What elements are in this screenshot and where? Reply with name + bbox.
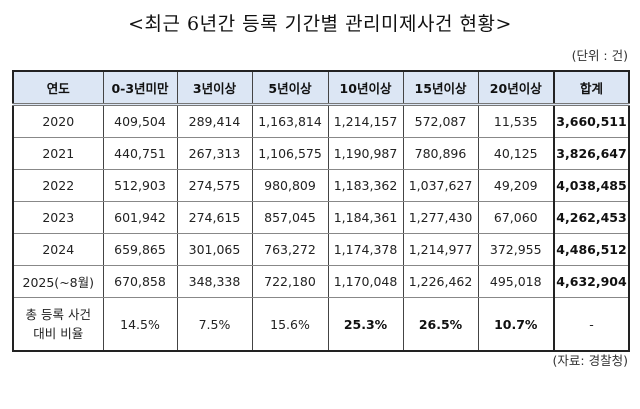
ratio-cell: 15.6% [251,297,329,351]
cell-total: 4,038,485 [553,169,630,202]
header-20y: 20년이상 [477,71,555,106]
cell: 722,180 [251,265,329,298]
cell-total: 3,826,647 [553,137,630,170]
cell: 1,163,814 [251,104,329,138]
header-0-3y: 0-3년미만 [102,71,178,106]
ratio-row: 총 등록 사건 대비 비율 14.5% 7.5% 15.6% 25.3% 26.… [12,297,630,351]
header-total: 합계 [553,71,630,106]
cell: 763,272 [251,233,329,266]
ratio-label: 총 등록 사건 대비 비율 [12,297,104,351]
cell-year: 2024 [12,233,104,266]
cell-total: 4,262,453 [553,201,630,234]
header-year: 연도 [12,71,104,106]
cell-year: 2025(~8월) [12,265,104,298]
cell-year: 2020 [12,104,104,138]
cell: 440,751 [102,137,178,170]
table-row: 2025(~8월) 670,858 348,338 722,180 1,170,… [12,265,630,298]
ratio-label-line2: 대비 비율 [33,326,84,341]
cell: 289,414 [176,104,253,138]
cases-table: 연도 0-3년미만 3년이상 5년이상 10년이상 15년이상 20년이상 합계… [12,70,630,352]
ratio-cell: 10.7% [477,297,555,351]
cell-year: 2021 [12,137,104,170]
cell: 980,809 [251,169,329,202]
cell: 1,037,627 [402,169,479,202]
header-5y: 5년이상 [251,71,329,106]
cell: 1,174,378 [327,233,404,266]
cell: 495,018 [477,265,555,298]
cell: 67,060 [477,201,555,234]
unit-label: (단위 : 건) [571,48,628,63]
cell: 49,209 [477,169,555,202]
cell-total: 4,632,904 [553,265,630,298]
table-row: 2023 601,942 274,615 857,045 1,184,361 1… [12,201,630,234]
cell: 857,045 [251,201,329,234]
ratio-cell: 7.5% [176,297,253,351]
table-row: 2021 440,751 267,313 1,106,575 1,190,987… [12,137,630,170]
cell: 301,065 [176,233,253,266]
cell-year: 2022 [12,169,104,202]
cell: 1,214,977 [402,233,479,266]
cell: 659,865 [102,233,178,266]
cell: 274,615 [176,201,253,234]
page-title: <최근 6년간 등록 기간별 관리미제사건 현황> [128,13,512,35]
cell: 1,106,575 [251,137,329,170]
table-row: 2022 512,903 274,575 980,809 1,183,362 1… [12,169,630,202]
cell: 267,313 [176,137,253,170]
ratio-cell: 26.5% [402,297,479,351]
cell-total: 3,660,511 [553,104,630,138]
header-3y: 3년이상 [176,71,253,106]
cell: 512,903 [102,169,178,202]
ratio-label-line1: 총 등록 사건 [25,307,91,322]
cell-year: 2023 [12,201,104,234]
header-row: 연도 0-3년미만 3년이상 5년이상 10년이상 15년이상 20년이상 합계 [12,71,630,106]
cell-total: 4,486,512 [553,233,630,266]
header-15y: 15년이상 [402,71,479,106]
ratio-cell: 14.5% [102,297,178,351]
cell: 572,087 [402,104,479,138]
cell: 11,535 [477,104,555,138]
cell: 1,184,361 [327,201,404,234]
cell: 348,338 [176,265,253,298]
cell: 670,858 [102,265,178,298]
cell: 1,226,462 [402,265,479,298]
cell: 1,170,048 [327,265,404,298]
ratio-cell-total: - [553,297,630,351]
source-label: (자료: 경찰청) [552,353,628,368]
table-row: 2024 659,865 301,065 763,272 1,174,378 1… [12,233,630,266]
cell: 1,190,987 [327,137,404,170]
cell: 372,955 [477,233,555,266]
cell: 1,183,362 [327,169,404,202]
cell: 1,214,157 [327,104,404,138]
cell: 409,504 [102,104,178,138]
ratio-cell: 25.3% [327,297,404,351]
cell: 780,896 [402,137,479,170]
cell: 601,942 [102,201,178,234]
header-10y: 10년이상 [327,71,404,106]
cell: 1,277,430 [402,201,479,234]
table-row: 2020 409,504 289,414 1,163,814 1,214,157… [12,104,630,138]
cell: 274,575 [176,169,253,202]
cell: 40,125 [477,137,555,170]
